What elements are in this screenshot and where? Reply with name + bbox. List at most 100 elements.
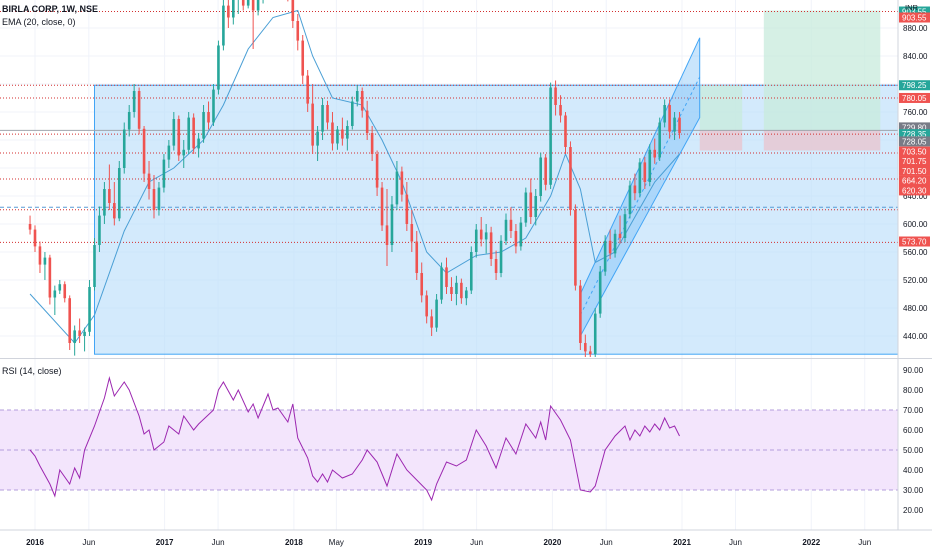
candle-body [251,0,255,11]
candle-body [385,225,389,245]
candle-body [58,284,62,291]
candle-body [643,162,647,182]
candle-body [678,117,681,133]
candle-body [177,119,181,156]
candle-body [246,0,250,6]
price-label-text: 620.30 [902,186,927,195]
candle-body [628,185,632,215]
candle-body [395,171,399,205]
candle-body [73,330,76,343]
candle-body [593,313,597,355]
price-tick-label: 760.00 [903,108,928,117]
candle-body [524,192,528,223]
ema-line [29,9,680,344]
price-label-text: 729.80 [902,123,927,132]
price-label-tag [899,175,930,186]
candle-body [147,173,151,189]
price-label-text: 573.70 [902,238,927,247]
candle-body [227,5,230,18]
candle-body [291,0,295,22]
candle-body [569,147,572,210]
candle-body [668,105,671,132]
candle-body [588,351,592,355]
candle-body [499,240,503,273]
candle-body [28,224,32,230]
candle-body [346,126,349,139]
candle-body [331,122,334,144]
candle-body [484,232,488,240]
price-label-tag [899,129,930,140]
candle-body [430,316,433,328]
candle-body [509,219,513,231]
candle-body [618,233,622,238]
candle-body [420,273,424,296]
candle-body [256,0,260,11]
candle-body [132,91,136,112]
price-label-tag [899,80,930,91]
candle-body [465,290,468,299]
candle-body [167,145,171,160]
candle-body [435,299,438,328]
candle-body [38,246,42,265]
time-tick-label: Jun [470,538,483,547]
candle-body [653,149,657,158]
candle-body [554,87,557,105]
candle-body [648,149,652,182]
time-tick-label: 2021 [673,538,691,547]
candle-body [33,229,37,247]
candle-body [529,192,533,217]
candle-body [445,267,448,287]
price-axis[interactable]: 440.00480.00520.00560.00600.00640.00680.… [897,0,930,530]
candle-body [341,129,344,139]
candle-body [157,187,161,210]
time-tick-label: May [329,538,344,547]
candle-body [460,282,463,299]
candle-body [405,194,409,224]
rsi-legend[interactable]: RSI (14, close) [2,366,62,376]
price-label-text: 903.55 [902,8,927,17]
time-tick-label: 2022 [802,538,820,547]
candle-body [78,330,81,336]
candle-body [113,203,116,219]
candle-body [48,257,52,298]
candle-body [608,240,612,254]
price-label-text: 701.50 [902,167,927,176]
price-label-tag [899,236,930,247]
candle-body [127,112,131,130]
price-label-tag [899,122,930,133]
price-label-tag [899,156,930,166]
candle-body [98,215,101,245]
candle-body [53,290,57,298]
stop-zone [763,130,881,151]
price-tick-label: 560.00 [903,248,928,257]
candle-body [613,233,617,254]
candle-body [633,185,637,194]
rsi-tick-label: 60.00 [903,426,924,435]
candle-body [360,91,364,111]
candle-body [375,154,379,188]
candle-body [425,295,428,317]
symbol-legend[interactable]: BIRLA CORP, 1W, NSE [2,4,99,14]
candle-body [222,5,225,46]
rsi-tick-label: 50.00 [903,446,924,455]
candle-body [202,112,205,139]
rsi-pane[interactable] [0,376,898,502]
price-label-text: 664.20 [902,177,927,186]
price-label-text: 728.35 [902,130,927,139]
target-zone [763,10,881,131]
ema-legend[interactable]: EMA (20, close, 0) [2,17,76,27]
price-label-tag [899,12,930,23]
candle-body [182,149,186,156]
price-label-tag [899,136,930,147]
price-label-tag [899,185,930,196]
candle-body [415,241,419,273]
time-tick-label: Jun [858,538,871,547]
candle-body [638,162,642,194]
candle-body [514,231,518,247]
price-label-text: 798.25 [902,81,927,90]
candle-body [152,189,156,210]
time-axis[interactable]: 2016 Jun 2017 Jun 2018 May 2019 Jun 2020 Jun 2021 J… [0,529,932,547]
target-zone [699,85,743,131]
time-tick-label: Jun [600,538,613,547]
